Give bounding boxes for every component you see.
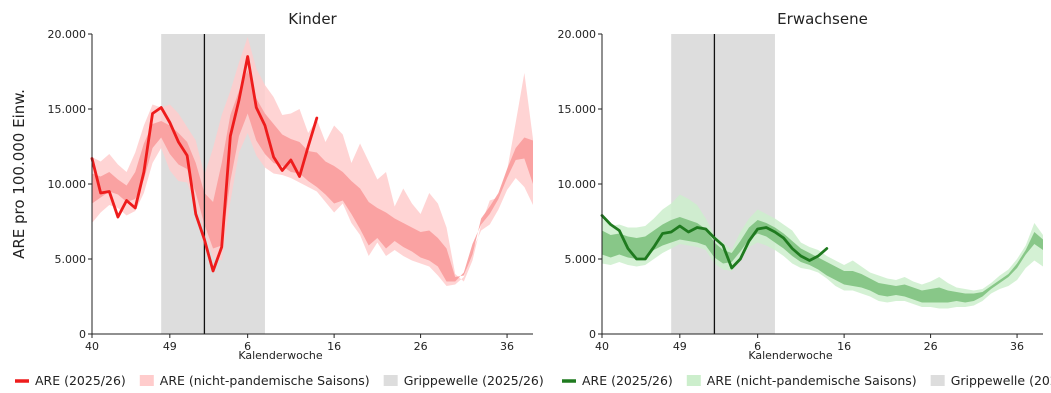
legend-label: Grippewelle (2025/26)	[951, 373, 1051, 388]
x-tick-label: 16	[327, 340, 341, 353]
y-tick-label: 15.000	[558, 103, 597, 116]
x-tick-label: 40	[595, 340, 609, 353]
x-tick-label: 36	[500, 340, 514, 353]
series-line-current	[90, 55, 319, 273]
chart-panel-1: 0 5.000 10.000 15.000 20.000 40 49 6 16 26 36 Kinde…	[10, 10, 533, 362]
x-axis-label: Kalenderwoche	[748, 349, 833, 362]
y-tick-label: 15.000	[48, 103, 87, 116]
y-axis-label: ARE pro 100.000 Einw.	[10, 89, 28, 259]
x-axis-label: Kalenderwoche	[238, 349, 323, 362]
y-tick-label: 20.000	[48, 28, 87, 41]
y-tick-label: 10.000	[558, 178, 597, 191]
seasonal-band-inner	[602, 217, 1043, 303]
grippewelle-band	[671, 34, 775, 334]
legend-label: ARE (2025/26)	[582, 373, 673, 388]
x-tick-label: 16	[837, 340, 851, 353]
panel-title: Kinder	[288, 10, 337, 28]
panel-title: Erwachsene	[777, 10, 868, 28]
x-tick-label: 26	[414, 340, 428, 353]
x-tick-label: 26	[924, 340, 938, 353]
legend-label: ARE (nicht-pandemische Saisons)	[160, 373, 370, 388]
y-tick-label: 5.000	[565, 253, 597, 266]
x-tick-label: 49	[673, 340, 687, 353]
x-tick-label: 6	[754, 340, 761, 353]
y-tick-label: 0	[589, 328, 596, 341]
seasonal-band-inner	[92, 70, 533, 282]
legend-label: ARE (nicht-pandemische Saisons)	[707, 373, 917, 388]
x-tick-label: 36	[1010, 340, 1024, 353]
y-tick-label: 20.000	[558, 28, 597, 41]
legend-patch-swatch	[686, 375, 701, 386]
legend-patch-swatch	[930, 375, 945, 386]
series-line-current	[600, 214, 829, 270]
legend-patch-swatch	[139, 375, 154, 386]
y-tick-label: 5.000	[55, 253, 87, 266]
legend-label: ARE (2025/26)	[35, 373, 126, 388]
x-tick-label: 6	[244, 340, 251, 353]
x-tick-label: 40	[85, 340, 99, 353]
y-tick-label: 0	[79, 328, 86, 341]
legend-2: ARE (2025/26) ARE (nicht-pandemische Sais…	[562, 373, 1051, 388]
legend-label: Grippewelle (2025/26)	[404, 373, 544, 388]
chart-panel-2: 0 5.000 10.000 15.000 20.000 40 49 6 16 26 36 Erwac…	[558, 10, 1043, 362]
y-tick-label: 10.000	[48, 178, 87, 191]
x-tick-label: 49	[163, 340, 177, 353]
legend-1: ARE (2025/26) ARE (nicht-pandemische Sais…	[15, 373, 544, 388]
legend-patch-swatch	[383, 375, 398, 386]
